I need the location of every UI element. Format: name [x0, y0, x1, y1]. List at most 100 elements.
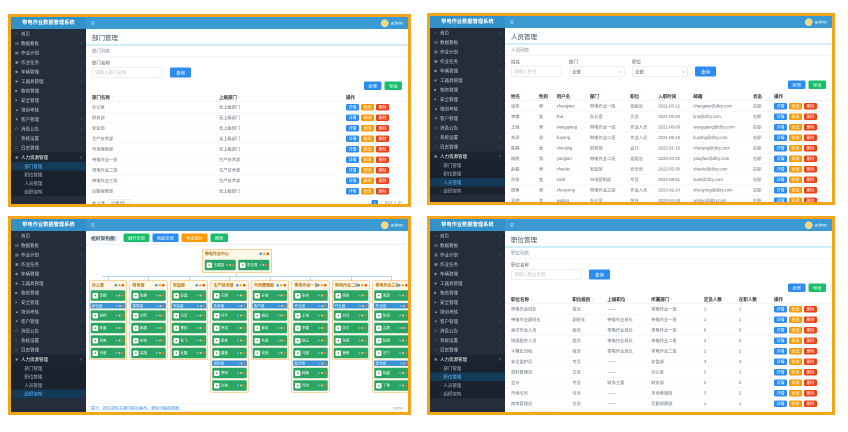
column-header[interactable]: 邮箱 ↕ — [693, 93, 706, 99]
column-header[interactable]: 职位 ↕ — [630, 93, 643, 99]
person-card[interactable]: ● 韩梅 — [293, 367, 328, 379]
detail-button[interactable]: 详情 — [773, 144, 787, 152]
delete-button[interactable]: 删除 — [803, 134, 817, 141]
column-header[interactable]: 操作↕ — [346, 94, 356, 100]
sidebar-item[interactable]: ▤ 数据看板 › — [11, 39, 86, 49]
column-header[interactable]: 部门名称 ↕ — [92, 94, 114, 100]
detail-button[interactable]: 详情 — [773, 176, 787, 183]
sidebar-item[interactable]: ▤ 数据看板 › — [430, 241, 505, 251]
card-action-dots[interactable] — [277, 327, 286, 329]
sort-icon[interactable]: ↕ — [703, 93, 706, 99]
card-action-dots[interactable] — [156, 314, 164, 317]
org-department-node[interactable]: 市场营销部 ● 孙丽 — [251, 280, 289, 360]
group-header[interactable]: 客户组 — [252, 303, 288, 309]
card-action-dots[interactable] — [115, 314, 124, 317]
card-action-dots[interactable] — [318, 362, 327, 365]
person-card[interactable]: ● 李志强 — [237, 259, 270, 271]
column-header[interactable]: 操作↕ — [773, 93, 783, 99]
card-action-dots[interactable] — [318, 304, 327, 307]
sidebar-item[interactable]: ◉ 人力资源管理 ∨ — [11, 152, 86, 162]
edit-button[interactable]: 修改 — [788, 144, 802, 152]
column-header[interactable]: 用户名 ↕ — [556, 93, 574, 99]
delete-button[interactable]: 删除 — [803, 368, 817, 376]
column-header[interactable]: 职位级别 ↕ — [572, 296, 594, 302]
group-header[interactable]: 配合组 — [293, 360, 328, 366]
page-size-select[interactable]: 10条/页∨ — [108, 199, 133, 204]
sidebar-item[interactable]: ◆ 车辆管理 › — [430, 269, 505, 279]
detail-button[interactable]: 详情 — [773, 358, 787, 365]
edit-button[interactable]: 修改 — [361, 145, 374, 153]
card-action-dots[interactable] — [237, 339, 245, 342]
sidebar-subitem[interactable]: ◦ 组织架构 — [11, 187, 86, 196]
edit-button[interactable]: 修改 — [788, 102, 802, 110]
avatar[interactable] — [381, 19, 389, 27]
edit-button[interactable]: 修改 — [788, 368, 802, 376]
card-action-dots[interactable] — [156, 339, 164, 342]
card-action-dots[interactable] — [318, 314, 326, 317]
collapse-menu-icon[interactable]: ≡ — [91, 221, 95, 229]
person-card[interactable]: ● 王刚 — [212, 290, 247, 301]
page-tab[interactable]: 人员列表 — [505, 45, 832, 56]
sidebar-subitem[interactable]: ◦ 组织架构 — [11, 389, 86, 398]
person-card[interactable]: ● 宋佳 — [131, 335, 166, 346]
sidebar-item[interactable]: ◆ 车辆管理 › — [430, 66, 505, 76]
detail-button[interactable]: 详情 — [773, 197, 787, 202]
sidebar-item[interactable]: ■ 物资管理 › — [430, 85, 505, 95]
person-card[interactable]: ● 杜鹏 — [171, 347, 207, 359]
detail-button[interactable]: 详情 — [773, 326, 787, 334]
person-card[interactable]: ● 孙丽 — [252, 290, 288, 301]
sidebar-subitem[interactable]: ◦ 职位管理 — [11, 170, 86, 179]
person-card[interactable]: ● 安然 — [252, 347, 288, 359]
avatar[interactable] — [381, 221, 389, 229]
edit-button[interactable]: 修改 — [788, 305, 802, 313]
add-button[interactable]: 新增 — [787, 80, 806, 89]
delete-button[interactable]: 删除 — [803, 176, 817, 183]
name-input[interactable] — [511, 66, 562, 77]
detail-button[interactable]: 详情 — [773, 400, 787, 407]
detail-button[interactable]: 详情 — [346, 187, 359, 195]
sidebar-subitem[interactable]: ◦ 职位管理 — [430, 372, 505, 381]
sidebar-item[interactable]: ▤ 数据看板 › — [11, 241, 86, 251]
sidebar-item[interactable]: ◇ 消息公告 › — [430, 326, 505, 336]
sidebar-item[interactable]: ◆ 车辆管理 › — [11, 269, 86, 279]
page-number[interactable]: 1 — [371, 199, 379, 204]
card-action-dots[interactable] — [399, 384, 407, 387]
person-card[interactable]: ● 吴婷 — [90, 310, 126, 321]
person-card[interactable]: ● 郑爽 — [90, 335, 126, 346]
card-action-dots[interactable] — [259, 264, 268, 266]
org-toolbar-button[interactable]: 展开全部 — [123, 233, 150, 242]
sidebar-item[interactable]: ★ 客户管理 › — [11, 115, 86, 125]
detail-button[interactable]: 详情 — [773, 155, 787, 162]
sort-icon[interactable]: ↕ — [626, 296, 629, 302]
delete-button[interactable]: 删除 — [803, 197, 817, 202]
sidebar-item[interactable]: ● 安全管理 › — [430, 298, 505, 308]
export-button[interactable]: 导出 — [808, 283, 826, 292]
delete-button[interactable]: 删除 — [376, 124, 389, 132]
group-header[interactable]: 技术组 — [212, 303, 247, 309]
card-action-dots[interactable] — [156, 294, 164, 297]
card-action-dots[interactable] — [318, 327, 326, 329]
card-action-dots[interactable] — [318, 352, 326, 354]
card-action-dots[interactable] — [358, 314, 367, 317]
edit-button[interactable]: 修改 — [361, 166, 374, 174]
delete-button[interactable]: 删除 — [376, 103, 389, 111]
detail-button[interactable]: 详情 — [773, 379, 787, 386]
edit-button[interactable]: 修改 — [788, 347, 802, 355]
node-action-dots[interactable] — [114, 284, 124, 287]
sidebar-subitem[interactable]: ◦ 组织架构 — [430, 389, 505, 398]
detail-button[interactable]: 详情 — [773, 134, 787, 141]
delete-button[interactable]: 删除 — [803, 379, 817, 386]
edit-button[interactable]: 修改 — [361, 103, 374, 111]
card-action-dots[interactable] — [156, 327, 164, 329]
post-select[interactable]: 全部 ∨ — [632, 66, 688, 77]
username[interactable]: admin — [814, 222, 827, 228]
node-action-dots[interactable] — [357, 284, 367, 287]
sidebar-item[interactable]: ● 安全管理 › — [430, 95, 505, 105]
sort-icon[interactable]: ↕ — [549, 93, 552, 99]
card-action-dots[interactable] — [358, 327, 367, 329]
sidebar-item[interactable]: ▦ 作业计划 › — [11, 48, 86, 58]
sidebar-item[interactable]: ◇ 消息公告 › — [430, 123, 505, 133]
edit-button[interactable]: 修改 — [788, 197, 802, 202]
detail-button[interactable]: 详情 — [346, 114, 359, 121]
collapse-menu-icon[interactable]: ≡ — [91, 19, 95, 27]
